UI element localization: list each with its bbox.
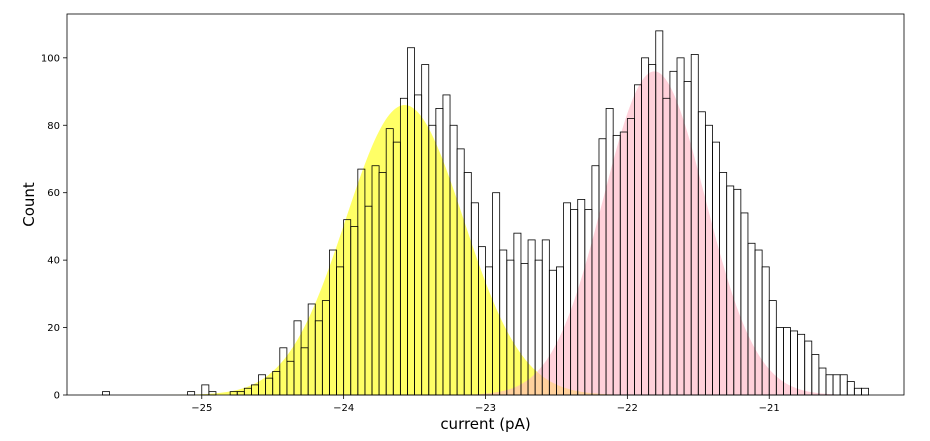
y-tick-label: 20 [47, 323, 60, 334]
y-tick-label: 80 [47, 121, 60, 132]
x-tick-label: −23 [475, 403, 496, 414]
y-axis-ticks: 0 20 40 60 80 100 [41, 53, 67, 402]
x-axis-label: current (pA) [440, 415, 530, 433]
x-axis-ticks: −25 −24 −23 −22 −21 [191, 395, 780, 414]
x-tick-label: −25 [191, 403, 212, 414]
y-axis-label: Count [20, 182, 38, 227]
gaussian-fit-2 [67, 71, 904, 395]
y-tick-label: 0 [54, 391, 60, 402]
y-tick-label: 40 [47, 256, 60, 267]
x-tick-label: −24 [333, 403, 354, 414]
x-tick-label: −21 [759, 403, 780, 414]
y-tick-label: 100 [41, 53, 60, 64]
x-tick-label: −22 [617, 403, 638, 414]
y-tick-label: 60 [47, 188, 60, 199]
